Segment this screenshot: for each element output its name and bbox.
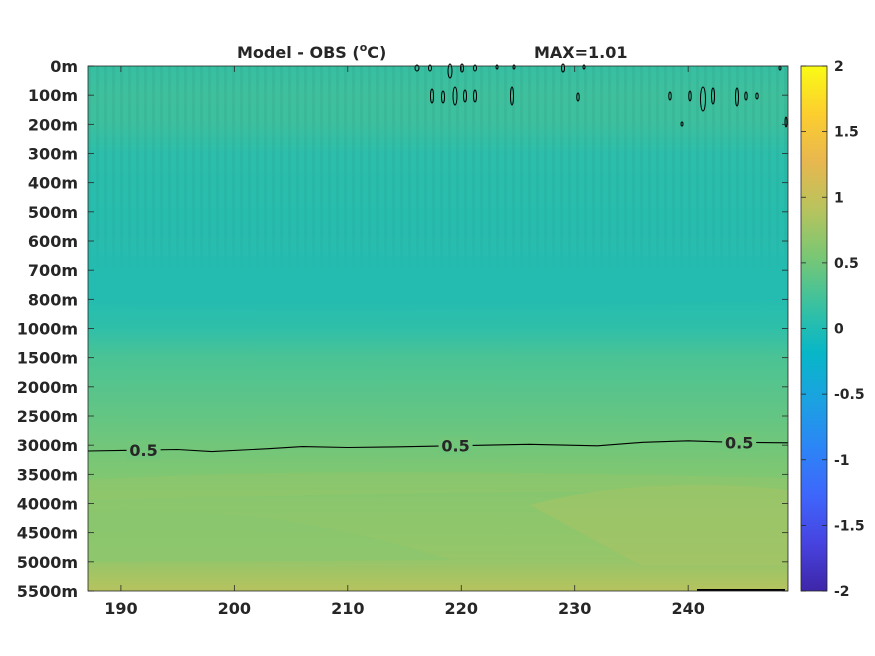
- x-tick-label: 190: [104, 599, 137, 618]
- upper-stripe-texture: [88, 66, 788, 276]
- y-tick-label: 500m: [28, 203, 78, 222]
- x-tick-label: 200: [218, 599, 251, 618]
- contour-speckle: [473, 64, 477, 72]
- contour-label: 0.5: [441, 437, 469, 456]
- colorbar-tick-label: -1: [834, 453, 850, 469]
- colorbar-ticks: 2 1.5 1 0.5 0 -0.5 -1 -1.5 -2: [801, 59, 865, 600]
- contour-speckle: [700, 86, 706, 112]
- x-tick-label: 240: [671, 599, 704, 618]
- x-tick-label: 220: [445, 599, 478, 618]
- contour-label: 0.5: [129, 441, 157, 460]
- contour-speckle: [576, 92, 580, 102]
- contour-speckle: [582, 64, 586, 70]
- deep-patch: [530, 485, 788, 565]
- contour-speckle: [561, 63, 565, 73]
- y-tick-label: 1000m: [17, 320, 78, 339]
- contour-speckle: [755, 92, 759, 100]
- x-axis: 190 200 210 220 230 240: [104, 66, 705, 618]
- contour-label: 0.5: [725, 433, 753, 452]
- y-tick-label: 600m: [28, 232, 78, 251]
- contour-speckle: [784, 116, 788, 128]
- surface-contour-speckles: [414, 63, 788, 591]
- x-tick-label: 230: [558, 599, 591, 618]
- x-tick-label: 210: [331, 599, 364, 618]
- y-tick-label: 4000m: [17, 495, 78, 514]
- y-tick-label: 3000m: [17, 436, 78, 455]
- colorbar-tick-label: 1: [834, 190, 844, 206]
- contour-speckle: [711, 87, 715, 105]
- contour-speckle: [414, 64, 420, 72]
- colorbar-tick-label: -2: [834, 584, 850, 600]
- contour-line-0-5: [87, 440, 789, 453]
- colorbar-tick-label: -1.5: [834, 518, 865, 534]
- contour-speckle: [460, 63, 464, 73]
- shallow-patch: [88, 66, 788, 311]
- chart-title: Model - OBS (oC): [237, 41, 386, 62]
- y-axis: 0m 100m 200m 300m 400m 500m 600m 700m 800m 1000m 1…: [17, 57, 788, 601]
- deep-patch: [88, 510, 450, 562]
- contour-speckle: [473, 89, 477, 103]
- y-tick-label: 4500m: [17, 524, 78, 543]
- colorbar-tick-label: -0.5: [834, 387, 865, 403]
- contour-speckle: [463, 89, 467, 103]
- anomaly-patches: [88, 66, 788, 565]
- max-label: MAX=1.01: [534, 43, 628, 62]
- colorbar-tick-label: 0: [834, 322, 844, 338]
- contour-speckle: [430, 88, 434, 104]
- colorbar-tick-label: 2: [834, 59, 844, 75]
- deep-patch: [88, 472, 788, 500]
- y-tick-label: 0m: [50, 57, 78, 76]
- contour-speckle: [744, 91, 748, 101]
- contour-speckle: [428, 64, 432, 72]
- y-tick-label: 2000m: [17, 378, 78, 397]
- contour-speckle: [735, 87, 739, 107]
- y-tick-label: 3500m: [17, 465, 78, 484]
- y-tick-label: 200m: [28, 115, 78, 134]
- plot-area: 0.5 0.5 0.5: [87, 63, 789, 592]
- colorbar-tick-label: 0.5: [834, 256, 859, 272]
- y-tick-label: 400m: [28, 174, 78, 193]
- y-tick-label: 1500m: [17, 349, 78, 368]
- contour-speckle: [441, 90, 445, 104]
- contour-speckle: [688, 90, 692, 102]
- contour-speckle: [680, 121, 684, 127]
- contour-speckle: [510, 86, 514, 106]
- contour-label-bg: [722, 433, 757, 452]
- y-tick-label: 2500m: [17, 407, 78, 426]
- contour-label-bg: [438, 436, 473, 455]
- colorbar: 2 1.5 1 0.5 0 -0.5 -1 -1.5 -2: [800, 59, 865, 600]
- y-tick-label: 700m: [28, 261, 78, 280]
- contour-speckle: [668, 91, 672, 101]
- y-tick-label: 5000m: [17, 553, 78, 572]
- contour-speckle: [452, 86, 458, 106]
- colorbar-tick-label: 1.5: [834, 125, 859, 141]
- y-tick-label: 5500m: [17, 582, 78, 601]
- y-tick-label: 100m: [28, 86, 78, 105]
- contour-speckle: [447, 63, 453, 79]
- y-tick-label: 300m: [28, 145, 78, 164]
- contour-speckle: [512, 64, 516, 70]
- contour-label-bg: [126, 441, 161, 460]
- contour-labels: 0.5 0.5 0.5: [126, 433, 757, 460]
- y-tick-label: 800m: [28, 290, 78, 309]
- contour-speckle: [495, 64, 499, 70]
